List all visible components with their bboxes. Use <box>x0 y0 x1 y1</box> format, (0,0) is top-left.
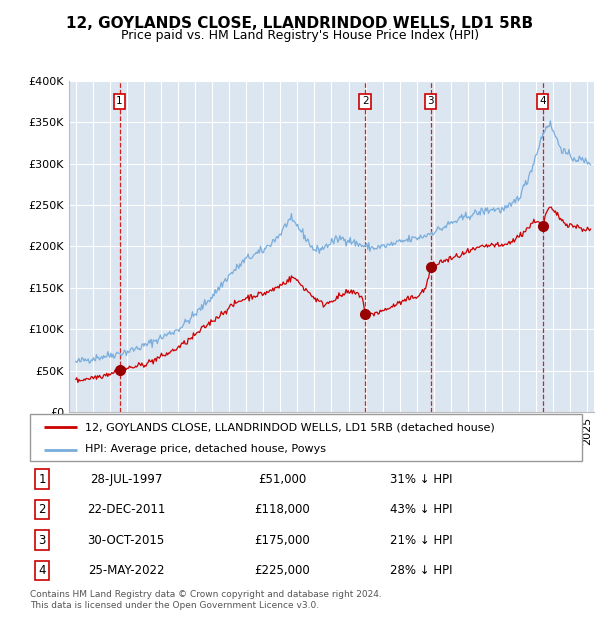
Text: 4: 4 <box>38 564 46 577</box>
Text: 28-JUL-1997: 28-JUL-1997 <box>90 472 162 485</box>
Text: 25-MAY-2022: 25-MAY-2022 <box>88 564 164 577</box>
Text: 3: 3 <box>428 96 434 107</box>
Text: 4: 4 <box>539 96 546 107</box>
Text: 2: 2 <box>38 503 46 516</box>
Text: 22-DEC-2011: 22-DEC-2011 <box>87 503 165 516</box>
Text: 43% ↓ HPI: 43% ↓ HPI <box>390 503 452 516</box>
Text: 12, GOYLANDS CLOSE, LLANDRINDOD WELLS, LD1 5RB: 12, GOYLANDS CLOSE, LLANDRINDOD WELLS, L… <box>67 16 533 30</box>
FancyBboxPatch shape <box>30 414 582 461</box>
Text: £225,000: £225,000 <box>254 564 310 577</box>
Text: 30-OCT-2015: 30-OCT-2015 <box>88 534 164 547</box>
Text: HPI: Average price, detached house, Powys: HPI: Average price, detached house, Powy… <box>85 445 326 454</box>
Text: £51,000: £51,000 <box>258 472 306 485</box>
Text: 1: 1 <box>38 472 46 485</box>
Text: 2: 2 <box>362 96 368 107</box>
Text: £175,000: £175,000 <box>254 534 310 547</box>
Text: 21% ↓ HPI: 21% ↓ HPI <box>390 534 452 547</box>
Text: 3: 3 <box>38 534 46 547</box>
Text: Contains HM Land Registry data © Crown copyright and database right 2024.: Contains HM Land Registry data © Crown c… <box>30 590 382 600</box>
Text: 31% ↓ HPI: 31% ↓ HPI <box>390 472 452 485</box>
Text: 12, GOYLANDS CLOSE, LLANDRINDOD WELLS, LD1 5RB (detached house): 12, GOYLANDS CLOSE, LLANDRINDOD WELLS, L… <box>85 422 495 432</box>
Text: 1: 1 <box>116 96 123 107</box>
Text: £118,000: £118,000 <box>254 503 310 516</box>
Text: This data is licensed under the Open Government Licence v3.0.: This data is licensed under the Open Gov… <box>30 601 319 611</box>
Text: Price paid vs. HM Land Registry's House Price Index (HPI): Price paid vs. HM Land Registry's House … <box>121 29 479 42</box>
Text: 28% ↓ HPI: 28% ↓ HPI <box>390 564 452 577</box>
